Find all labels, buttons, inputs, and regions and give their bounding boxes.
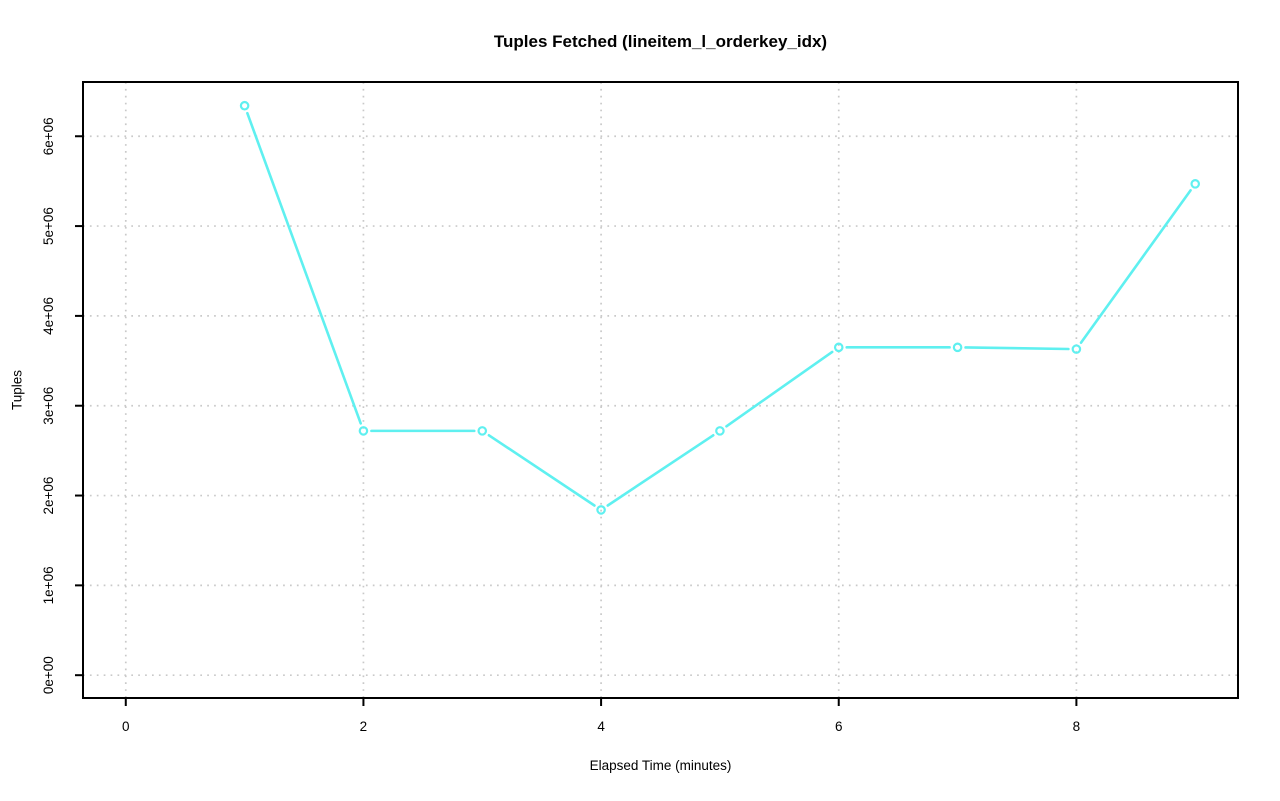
series-segment (725, 350, 834, 428)
y-axis-label: Tuples (9, 369, 25, 411)
x-tick-label: 2 (360, 719, 368, 734)
series-segment (487, 433, 596, 507)
data-point (715, 426, 725, 436)
data-point (1071, 344, 1082, 354)
x-tick-label: 8 (1073, 719, 1081, 734)
data-point (239, 100, 250, 111)
series-segment (1079, 189, 1192, 344)
y-tick-label: 2e+06 (41, 477, 56, 515)
x-tick-label: 0 (122, 719, 130, 734)
data-point (952, 342, 963, 353)
y-tick-label: 4e+06 (41, 297, 56, 335)
series-segment (964, 346, 1070, 351)
data-point (833, 342, 844, 353)
y-tick-label: 6e+06 (41, 117, 56, 155)
chart-title: Tuples Fetched (lineitem_l_orderkey_idx) (493, 32, 828, 51)
data-point (1190, 179, 1201, 189)
x-axis-label: Elapsed Time (minutes) (589, 758, 732, 773)
data-point (358, 426, 369, 436)
x-tick-label: 6 (835, 719, 843, 734)
data-point (596, 505, 606, 515)
x-tick-label: 4 (597, 719, 605, 734)
series-segment (606, 433, 715, 507)
data-point (477, 426, 488, 436)
y-tick-label: 5e+06 (41, 207, 56, 245)
series-segment (246, 111, 362, 425)
y-tick-label: 3e+06 (41, 387, 56, 425)
plot-border (82, 81, 1239, 699)
y-tick-label: 0e+00 (41, 656, 56, 694)
y-tick-label: 1e+06 (41, 566, 56, 604)
